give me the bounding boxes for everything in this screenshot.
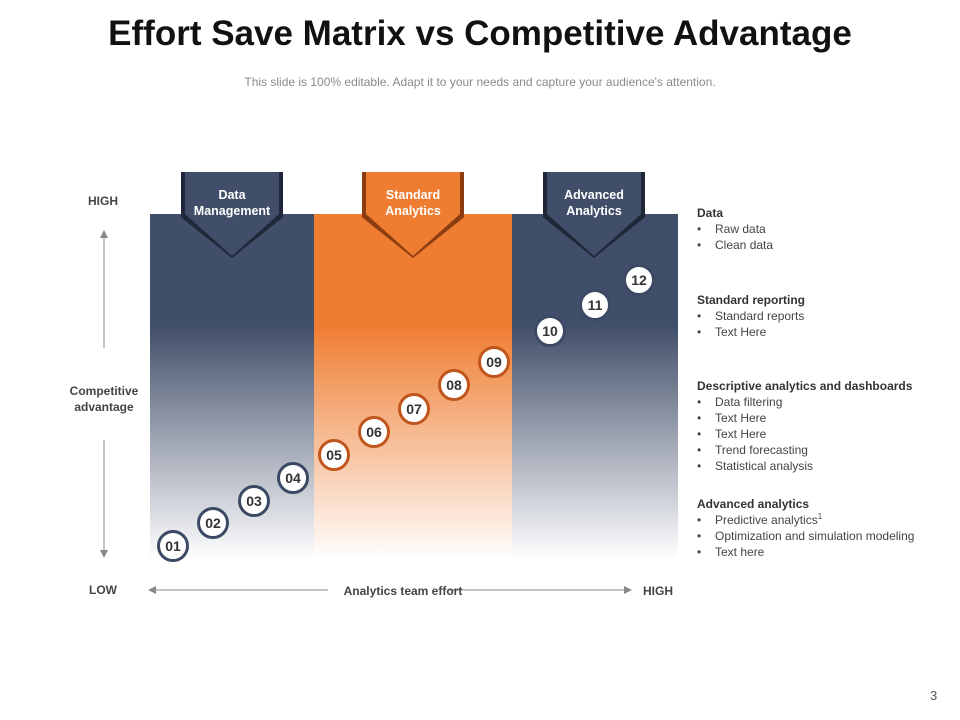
step-circle-09: 09: [478, 346, 510, 378]
banner-advanced-analytics: Advanced Analytics: [543, 172, 645, 258]
x-axis-arrows: [148, 586, 632, 594]
banner-label-line1: Standard: [385, 188, 441, 202]
legend-data: Data Raw data Clean data: [697, 205, 773, 253]
x-axis-label: Analytics team effort: [343, 584, 463, 598]
column-advanced-analytics: [512, 214, 678, 560]
legend-item: Standard reports: [697, 308, 805, 324]
y-axis-label-line2: advantage: [74, 400, 134, 414]
legend-item: Text Here: [697, 426, 912, 442]
banner-standard-analytics: Standard Analytics: [362, 172, 464, 258]
legend-footnote: 1: [817, 512, 823, 521]
legend-item: Optimization and simulation modeling: [697, 528, 914, 544]
column-standard-analytics: [314, 214, 512, 560]
legend-item: Raw data: [697, 221, 773, 237]
legend-descriptive-analytics: Descriptive analytics and dashboards Dat…: [697, 378, 912, 474]
y-axis-arrows: [100, 230, 108, 558]
legend-item: Text here: [697, 544, 914, 560]
step-circle-08: 08: [438, 369, 470, 401]
banner-label-line2: Management: [193, 204, 271, 218]
legend-item: Text Here: [697, 410, 912, 426]
step-circle-01: 01: [157, 530, 189, 562]
legend-item: Predictive analytics1: [697, 512, 914, 528]
y-axis-low-label: LOW: [89, 583, 117, 597]
legend-item: Trend forecasting: [697, 442, 912, 458]
legend-item: Text Here: [697, 324, 805, 340]
step-circle-03: 03: [238, 485, 270, 517]
step-circle-10: 10: [534, 315, 566, 347]
y-axis-label: Competitive advantage: [54, 383, 154, 415]
legend-item: Data filtering: [697, 394, 912, 410]
step-circle-06: 06: [358, 416, 390, 448]
step-circle-05: 05: [318, 439, 350, 471]
banner-data-management: Data Management: [181, 172, 283, 258]
legend-heading: Advanced analytics: [697, 497, 810, 511]
banner-label-line2: Analytics: [385, 204, 441, 218]
page-subtitle: This slide is 100% editable. Adapt it to…: [244, 75, 716, 89]
x-axis-high-label: HIGH: [643, 584, 673, 598]
y-axis-high-label: HIGH: [88, 194, 118, 208]
page-title: Effort Save Matrix vs Competitive Advant…: [108, 14, 852, 53]
legend-advanced-analytics: Advanced analytics Predictive analytics1…: [697, 496, 914, 560]
legend-item: Statistical analysis: [697, 458, 912, 474]
banner-label-line2: Analytics: [566, 204, 622, 218]
banner-shape: [362, 172, 464, 258]
legend-standard-reporting: Standard reporting Standard reports Text…: [697, 292, 805, 340]
banner-shape: [181, 172, 283, 258]
legend-heading: Standard reporting: [697, 293, 806, 307]
banner-label-line1: Advanced: [564, 188, 624, 202]
step-circle-07: 07: [398, 393, 430, 425]
step-circle-11: 11: [579, 289, 611, 321]
column-data-management: [150, 214, 314, 560]
legend-heading: Descriptive analytics and dashboards: [697, 379, 913, 393]
legend-heading: Data: [697, 206, 724, 220]
banner-shape: [543, 172, 645, 258]
y-axis-label-line1: Competitive: [69, 384, 139, 398]
banner-label-line1: Data: [218, 188, 246, 202]
step-circle-04: 04: [277, 462, 309, 494]
legend-item: Clean data: [697, 237, 773, 253]
step-circle-12: 12: [623, 264, 655, 296]
page-number: 3: [930, 688, 938, 703]
legend-item-text: Predictive analytics: [715, 513, 818, 527]
step-circle-02: 02: [197, 507, 229, 539]
